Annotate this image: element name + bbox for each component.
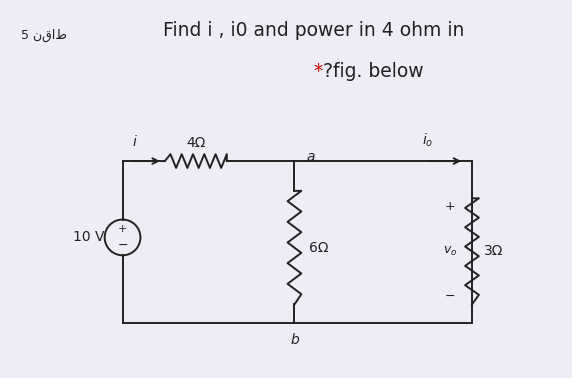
- Text: $i_o$: $i_o$: [422, 132, 434, 149]
- Text: *: *: [314, 62, 329, 81]
- Text: 6Ω: 6Ω: [309, 241, 329, 255]
- Text: −: −: [117, 239, 128, 252]
- Text: ?fig. below: ?fig. below: [323, 62, 423, 81]
- Text: a: a: [306, 150, 315, 164]
- Text: 10 V: 10 V: [73, 231, 105, 245]
- Text: $v_o$: $v_o$: [443, 245, 458, 258]
- Text: −: −: [445, 290, 455, 303]
- Text: 5 نقاط: 5 نقاط: [21, 29, 67, 42]
- Text: 4Ω: 4Ω: [186, 136, 205, 150]
- Text: b: b: [290, 333, 299, 347]
- Text: 3Ω: 3Ω: [484, 245, 503, 259]
- Text: +: +: [118, 225, 127, 234]
- Text: Find i , i0 and power in 4 ohm in: Find i , i0 and power in 4 ohm in: [164, 22, 465, 40]
- Text: +: +: [445, 200, 456, 213]
- Text: $i$: $i$: [132, 134, 138, 149]
